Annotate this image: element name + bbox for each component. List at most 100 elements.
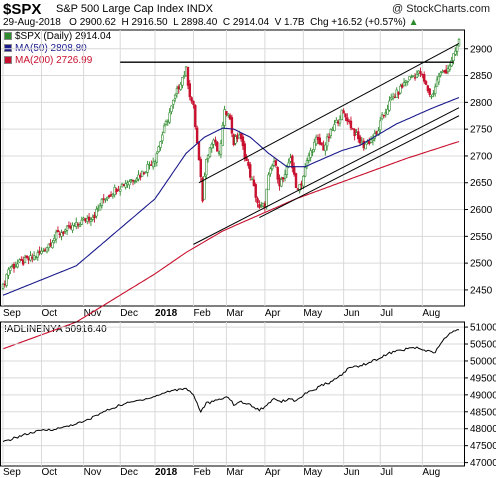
candle-body: [64, 229, 67, 232]
adline-x-tick-label: Aug: [422, 467, 440, 478]
adline-x-tick-label: Jul: [380, 467, 393, 478]
candle-body: [69, 226, 72, 229]
candle-body: [336, 121, 340, 124]
quote-date: 29-Aug-2018: [3, 17, 61, 28]
candle-body: [20, 258, 23, 261]
candle-body: [164, 121, 168, 125]
candle-body: [437, 76, 441, 83]
adline-series-line: [2, 329, 460, 443]
candle-body: [75, 222, 78, 227]
candle-body: [278, 177, 281, 187]
candle-body: [314, 136, 318, 145]
candle-body: [454, 50, 457, 55]
adline-y-tick-label: 50000: [470, 356, 496, 367]
candle-body: [184, 66, 188, 76]
channel-lower-line: [193, 107, 460, 245]
candle-body: [342, 110, 345, 114]
candle-body: [357, 131, 360, 140]
candle-body: [412, 75, 415, 77]
candle-body: [225, 111, 228, 115]
candle-body: [137, 174, 140, 180]
candle-body: [391, 96, 395, 100]
candle-body: [47, 243, 50, 249]
candle-body: [76, 223, 80, 226]
candle-body: [269, 168, 272, 175]
candles-group: [1, 38, 461, 291]
candle-body: [455, 45, 459, 52]
exchange-text: INDX: [186, 3, 213, 15]
candle-body: [190, 97, 193, 102]
price-x-tick-label: Jun: [344, 308, 360, 319]
candle-body: [399, 85, 402, 94]
candle-body: [448, 65, 452, 70]
ma50-line: [2, 96, 460, 296]
legend-price-text: $SPX (Daily) 2914.04: [15, 31, 112, 42]
price-frame: [0, 29, 465, 307]
adline-x-tick-label: Nov: [84, 467, 102, 478]
candle-body: [151, 161, 155, 168]
candle-body: [254, 184, 257, 198]
candle-body: [210, 143, 213, 149]
price-x-tick-label: Aug: [422, 308, 440, 319]
adline-x-tick-label: Oct: [41, 467, 57, 478]
price-y-tick-label: 2550: [470, 232, 493, 243]
candle-body: [65, 225, 69, 231]
price-x-tick-label: Apr: [265, 308, 281, 319]
price-y-tick-label: 2500: [470, 259, 493, 270]
candle-body: [36, 252, 39, 258]
candle-body: [124, 183, 127, 188]
candle-body: [133, 180, 137, 183]
candle-body: [247, 161, 250, 166]
candle-body: [302, 176, 305, 187]
candle-body: [261, 202, 265, 207]
candle-body: [340, 109, 343, 121]
candle-body: [390, 97, 393, 100]
quote-open: O 2900.62: [69, 17, 116, 28]
adline-y-tick-label: 48000: [470, 424, 496, 435]
candle-body: [353, 128, 356, 137]
candle-body: [49, 242, 52, 247]
candle-body: [212, 139, 215, 145]
candle-body: [395, 89, 398, 98]
candle-body: [168, 112, 171, 123]
candle-body: [325, 136, 329, 147]
candle-body: [53, 238, 56, 241]
legend-price: $SPX (Daily) 2914.04: [4, 31, 111, 42]
candle-body: [181, 77, 184, 86]
candle-body: [126, 182, 129, 185]
candle-body: [450, 60, 453, 67]
candle-body: [241, 136, 245, 147]
candle-body: [186, 66, 190, 86]
candle-body: [115, 188, 118, 193]
candle-body: [401, 84, 404, 88]
candle-body: [428, 88, 431, 95]
candle-body: [360, 140, 364, 144]
candle-body: [238, 134, 241, 139]
candle-body: [188, 83, 191, 98]
adline-y-tick-label: 48500: [470, 407, 496, 418]
candle-body: [303, 167, 307, 177]
candle-body: [148, 164, 151, 166]
candle-body: [162, 125, 166, 134]
candle-body: [155, 153, 159, 163]
candle-body: [12, 264, 16, 269]
stockcharts-watermark: @ StockCharts.com: [392, 3, 490, 15]
candle-body: [9, 267, 12, 271]
candle-body: [142, 172, 146, 174]
candle-body: [42, 250, 45, 253]
candle-body: [300, 183, 303, 186]
adline-x-tick-label: Feb: [193, 467, 211, 478]
candle-body: [423, 74, 426, 82]
adline-x-tick-label: Jun: [344, 467, 360, 478]
candle-body: [366, 141, 369, 144]
price-y-tick-label: 2450: [470, 285, 493, 296]
candle-body: [358, 136, 362, 144]
candle-body: [435, 79, 439, 87]
ticker-description: S&P 500 Large Cap Index INDX: [56, 3, 213, 15]
candle-body: [415, 73, 419, 78]
candle-body: [318, 137, 322, 145]
candle-body: [206, 155, 210, 159]
candle-body: [45, 247, 49, 253]
adline-y-tick-label: 49000: [470, 390, 496, 401]
candle-body: [93, 214, 96, 219]
